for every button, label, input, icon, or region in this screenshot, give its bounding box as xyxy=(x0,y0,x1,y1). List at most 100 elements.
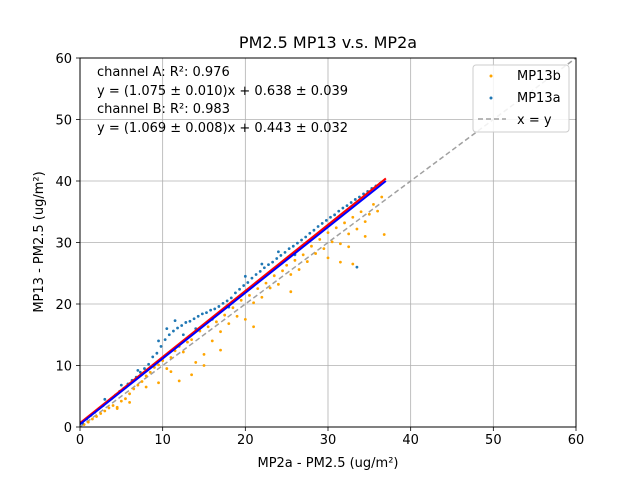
point-mp13b xyxy=(190,373,194,377)
point-mp13a xyxy=(291,244,295,248)
point-mp13b xyxy=(119,399,123,403)
point-mp13a xyxy=(277,250,280,254)
point-mp13b xyxy=(144,385,148,389)
point-mp13b xyxy=(252,325,256,329)
point-mp13b xyxy=(277,282,280,286)
point-mp13a xyxy=(308,231,312,235)
point-mp13b xyxy=(318,238,322,241)
point-mp13b xyxy=(169,370,173,374)
legend-label-mp13b: MP13b xyxy=(517,69,561,84)
point-mp13a xyxy=(250,276,254,280)
point-mp13a xyxy=(225,299,229,303)
point-mp13a xyxy=(209,308,213,312)
point-mp13b xyxy=(314,252,317,255)
x-tick-label: 60 xyxy=(568,433,585,448)
point-mp13b xyxy=(186,340,189,344)
point-mp13b xyxy=(99,412,103,415)
point-mp13b xyxy=(91,417,94,421)
point-mp13b xyxy=(351,262,355,266)
point-mp13b xyxy=(293,258,297,262)
point-mp13b xyxy=(140,380,144,383)
point-mp13a xyxy=(304,235,308,239)
x-axis-label: MP2a - PM2.5 (ug/m²) xyxy=(257,456,398,471)
point-mp13b xyxy=(367,212,371,216)
point-mp13b xyxy=(202,353,206,356)
point-mp13a xyxy=(165,327,169,330)
point-mp13b xyxy=(272,274,276,278)
point-mp13a xyxy=(337,209,341,213)
point-mp13b xyxy=(231,306,235,310)
point-mp13a xyxy=(316,225,320,228)
point-mp13b xyxy=(124,397,127,401)
point-mp13b xyxy=(210,339,214,343)
point-mp13b xyxy=(235,314,239,318)
y-axis-ticks: 0 10 20 30 40 50 60 xyxy=(55,52,80,436)
point-mp13a xyxy=(324,218,328,222)
point-mp13b xyxy=(264,281,268,285)
point-mp13b xyxy=(157,381,160,385)
point-mp13b xyxy=(382,233,386,236)
point-mp13b xyxy=(322,247,326,251)
point-mp13a xyxy=(184,321,188,324)
point-mp13b xyxy=(239,298,243,302)
chart-title: PM2.5 MP13 v.s. MP2a xyxy=(239,33,417,52)
point-mp13b xyxy=(289,273,293,276)
point-mp13a xyxy=(155,351,159,355)
point-mp13a xyxy=(167,333,171,337)
point-mp13b xyxy=(243,317,247,321)
point-mp13a xyxy=(341,206,345,210)
point-mp13a xyxy=(329,215,332,219)
point-mp13b xyxy=(190,338,194,342)
point-mp13a xyxy=(355,265,359,269)
point-mp13a xyxy=(254,273,258,276)
point-mp13a xyxy=(267,263,270,267)
point-mp13a xyxy=(147,362,151,366)
point-mp13b xyxy=(111,404,115,407)
point-mp13a xyxy=(196,314,200,318)
point-mp13a xyxy=(242,284,246,287)
point-mp13a xyxy=(312,228,316,232)
annotation-channel-a-equation: y = (1.075 ± 0.010)x + 0.638 ± 0.039 xyxy=(97,84,348,99)
legend-marker-mp13a xyxy=(489,96,493,100)
fit-annotations: channel A: R²: 0.976 y = (1.075 ± 0.010)… xyxy=(97,65,348,136)
legend-marker-mp13b xyxy=(489,74,493,78)
y-tick-label: 10 xyxy=(55,360,72,375)
point-mp13b xyxy=(376,209,379,213)
point-mp13a xyxy=(345,204,349,208)
point-mp13b xyxy=(95,415,98,418)
point-mp13b xyxy=(86,420,90,424)
point-mp13b xyxy=(148,370,152,374)
point-mp13b xyxy=(177,379,181,383)
point-mp13b xyxy=(165,367,169,370)
point-mp13a xyxy=(300,238,303,242)
point-mp13b xyxy=(351,215,355,219)
point-mp13a xyxy=(333,213,337,217)
point-mp13a xyxy=(283,250,287,254)
point-mp13b xyxy=(301,253,305,257)
point-mp13a xyxy=(221,301,225,305)
point-mp13b xyxy=(128,392,132,396)
point-mp13b xyxy=(347,245,351,249)
x-axis-ticks: 0 10 20 30 40 50 60 xyxy=(76,427,584,448)
x-tick-label: 20 xyxy=(237,433,254,448)
point-mp13a xyxy=(229,296,233,300)
point-mp13a xyxy=(119,383,123,387)
point-mp13a xyxy=(271,260,275,264)
point-mp13b xyxy=(343,221,346,225)
point-mp13a xyxy=(238,287,241,291)
point-mp13b xyxy=(326,231,330,235)
x-tick-label: 30 xyxy=(320,433,337,448)
point-mp13b xyxy=(219,330,222,334)
y-tick-label: 40 xyxy=(55,175,72,190)
point-mp13b xyxy=(157,363,160,367)
point-mp13a xyxy=(287,247,291,251)
point-mp13b xyxy=(206,325,210,329)
point-mp13b xyxy=(169,356,173,359)
point-mp13b xyxy=(347,232,351,236)
x-tick-label: 50 xyxy=(485,433,502,448)
point-mp13b xyxy=(289,290,293,294)
y-tick-label: 30 xyxy=(55,237,72,252)
point-mp13b xyxy=(268,286,272,290)
point-mp13b xyxy=(132,387,136,391)
